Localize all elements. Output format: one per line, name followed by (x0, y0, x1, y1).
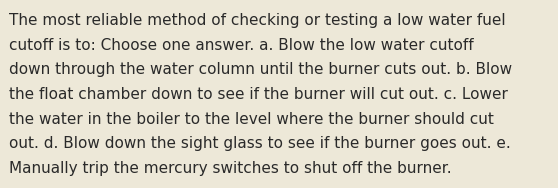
Text: The most reliable method of checking or testing a low water fuel: The most reliable method of checking or … (9, 13, 506, 28)
Text: down through the water column until the burner cuts out. b. Blow: down through the water column until the … (9, 62, 512, 77)
Text: the float chamber down to see if the burner will cut out. c. Lower: the float chamber down to see if the bur… (9, 87, 508, 102)
Text: cutoff is to: Choose one answer. a. Blow the low water cutoff: cutoff is to: Choose one answer. a. Blow… (9, 38, 474, 53)
Text: Manually trip the mercury switches to shut off the burner.: Manually trip the mercury switches to sh… (9, 161, 451, 176)
Text: the water in the boiler to the level where the burner should cut: the water in the boiler to the level whe… (9, 112, 494, 127)
Text: out. d. Blow down the sight glass to see if the burner goes out. e.: out. d. Blow down the sight glass to see… (9, 136, 511, 151)
